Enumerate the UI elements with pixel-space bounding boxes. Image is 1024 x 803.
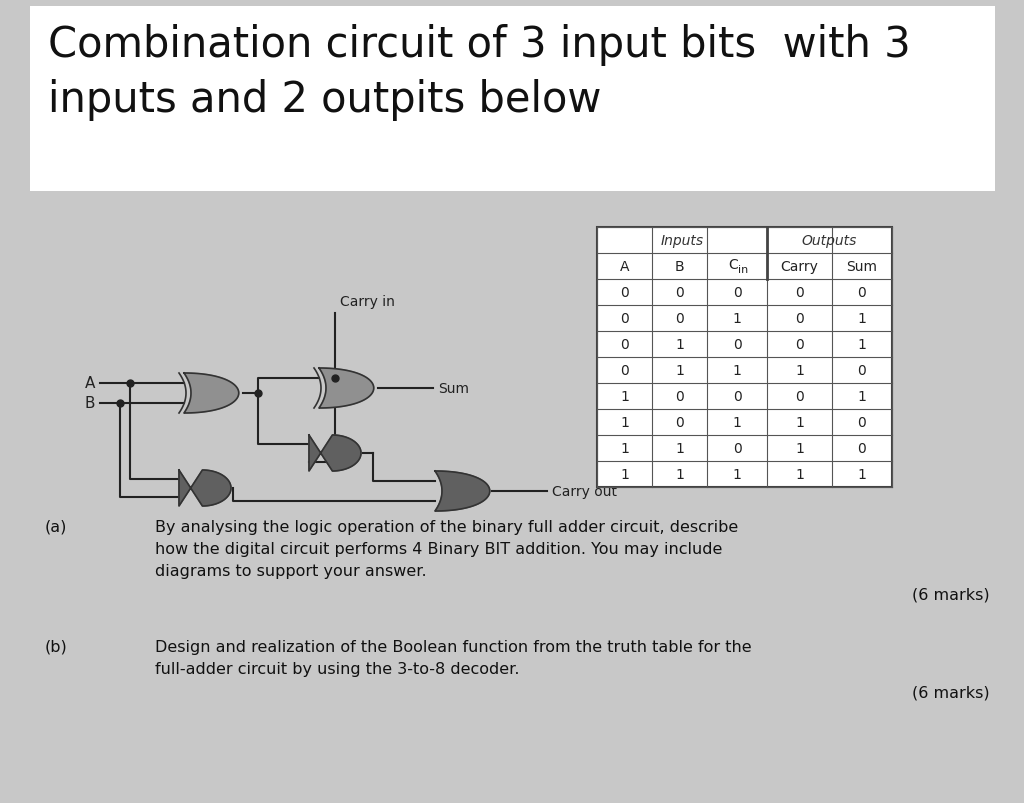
- Text: A: A: [620, 259, 630, 274]
- Text: how the digital circuit performs 4 Binary BIT addition. You may include: how the digital circuit performs 4 Binar…: [155, 541, 722, 556]
- Text: 1: 1: [732, 312, 741, 325]
- Text: Outputs: Outputs: [802, 234, 857, 247]
- Text: 0: 0: [858, 364, 866, 377]
- Text: 0: 0: [621, 364, 629, 377]
- Text: 0: 0: [621, 312, 629, 325]
- Text: Carry in: Carry in: [340, 295, 395, 308]
- Text: A: A: [85, 376, 95, 391]
- Text: 0: 0: [675, 389, 684, 403]
- Text: 1: 1: [857, 312, 866, 325]
- Text: 0: 0: [795, 337, 804, 352]
- Text: 1: 1: [795, 364, 804, 377]
- Text: 0: 0: [675, 312, 684, 325]
- Polygon shape: [309, 435, 361, 471]
- Text: Carry: Carry: [780, 259, 818, 274]
- Polygon shape: [179, 471, 231, 507]
- Text: 1: 1: [675, 442, 684, 455]
- Text: diagrams to support your answer.: diagrams to support your answer.: [155, 563, 427, 578]
- Text: Sum: Sum: [438, 381, 469, 396]
- Text: 1: 1: [621, 415, 629, 430]
- Text: B: B: [85, 396, 95, 411]
- Text: 1: 1: [732, 467, 741, 482]
- Text: Carry out: Carry out: [552, 484, 617, 499]
- Text: inputs and 2 outpits below: inputs and 2 outpits below: [48, 79, 601, 120]
- Text: 0: 0: [732, 286, 741, 300]
- Text: 1: 1: [732, 364, 741, 377]
- Text: Combination circuit of 3 input bits  with 3: Combination circuit of 3 input bits with…: [48, 24, 910, 66]
- Text: 0: 0: [795, 389, 804, 403]
- Text: 0: 0: [675, 415, 684, 430]
- Text: 1: 1: [675, 364, 684, 377]
- Polygon shape: [184, 373, 239, 414]
- Text: 1: 1: [857, 389, 866, 403]
- Text: 1: 1: [857, 467, 866, 482]
- Bar: [30, 7, 995, 192]
- Bar: [597, 228, 892, 487]
- Text: (6 marks): (6 marks): [912, 587, 990, 602]
- Text: 0: 0: [858, 415, 866, 430]
- Text: B: B: [675, 259, 684, 274]
- Text: (6 marks): (6 marks): [912, 685, 990, 700]
- Text: 1: 1: [732, 415, 741, 430]
- Text: 0: 0: [732, 442, 741, 455]
- Polygon shape: [435, 471, 489, 512]
- Text: 0: 0: [675, 286, 684, 300]
- Text: 1: 1: [621, 442, 629, 455]
- Text: Sum: Sum: [847, 259, 878, 274]
- Text: full-adder circuit by using the 3-to-8 decoder.: full-adder circuit by using the 3-to-8 d…: [155, 661, 519, 676]
- Text: (a): (a): [45, 520, 68, 534]
- Text: 0: 0: [795, 286, 804, 300]
- Text: Design and realization of the Boolean function from the truth table for the: Design and realization of the Boolean fu…: [155, 639, 752, 654]
- Text: 0: 0: [858, 442, 866, 455]
- Text: 1: 1: [795, 415, 804, 430]
- Text: 0: 0: [858, 286, 866, 300]
- Text: C: C: [728, 258, 738, 271]
- Text: 1: 1: [857, 337, 866, 352]
- Text: 0: 0: [621, 337, 629, 352]
- Text: (b): (b): [45, 639, 68, 654]
- Text: By analysing the logic operation of the binary full adder circuit, describe: By analysing the logic operation of the …: [155, 520, 738, 534]
- Text: 0: 0: [621, 286, 629, 300]
- Text: 1: 1: [621, 467, 629, 482]
- Text: Inputs: Inputs: [660, 234, 703, 247]
- Text: in: in: [738, 265, 749, 275]
- Polygon shape: [319, 369, 374, 409]
- Text: 1: 1: [675, 337, 684, 352]
- Text: 0: 0: [732, 337, 741, 352]
- Text: 1: 1: [621, 389, 629, 403]
- Text: 0: 0: [732, 389, 741, 403]
- Text: 1: 1: [795, 467, 804, 482]
- Text: 0: 0: [795, 312, 804, 325]
- Text: 1: 1: [795, 442, 804, 455]
- Text: 1: 1: [675, 467, 684, 482]
